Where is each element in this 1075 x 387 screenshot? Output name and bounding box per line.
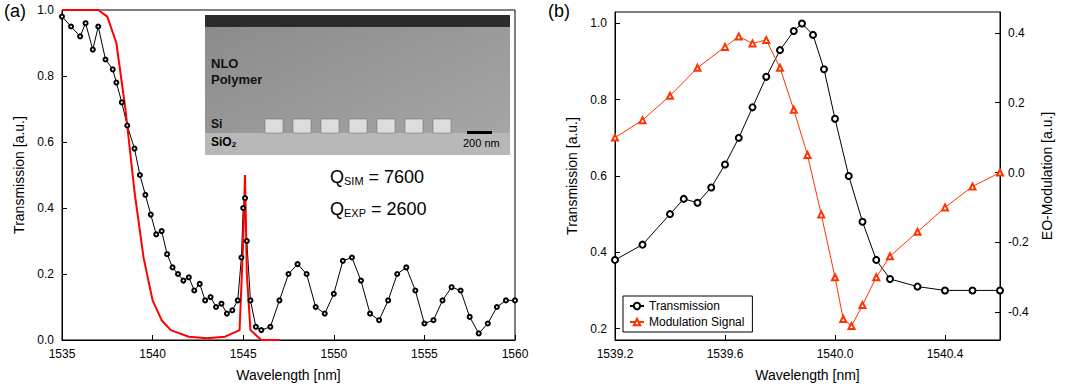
svg-text:0.0: 0.0 bbox=[37, 333, 54, 347]
svg-text:200 nm: 200 nm bbox=[463, 137, 500, 149]
svg-text:0.8: 0.8 bbox=[590, 93, 607, 107]
svg-text:Polymer: Polymer bbox=[211, 72, 262, 87]
svg-text:(a): (a) bbox=[4, 1, 26, 21]
svg-text:SiO: SiO bbox=[211, 135, 232, 149]
svg-text:0.4: 0.4 bbox=[37, 201, 54, 215]
svg-text:1560: 1560 bbox=[502, 347, 529, 361]
svg-text:1539.2: 1539.2 bbox=[597, 347, 634, 361]
svg-text:Transmission: Transmission bbox=[649, 299, 720, 313]
svg-text:= 2600: = 2600 bbox=[366, 199, 427, 219]
svg-text:1555: 1555 bbox=[411, 347, 438, 361]
svg-text:0.4: 0.4 bbox=[1008, 26, 1025, 40]
svg-text:= 7600: = 7600 bbox=[364, 167, 425, 187]
svg-text:1550: 1550 bbox=[320, 347, 347, 361]
svg-text:Transmission [a.u.]: Transmission [a.u.] bbox=[564, 117, 580, 235]
svg-text:0.6: 0.6 bbox=[37, 135, 54, 149]
svg-text:Modulation Signal: Modulation Signal bbox=[649, 315, 744, 329]
svg-text:0.6: 0.6 bbox=[590, 169, 607, 183]
svg-text:Si: Si bbox=[211, 117, 222, 131]
svg-text:1539.6: 1539.6 bbox=[707, 347, 744, 361]
svg-text:-0.4: -0.4 bbox=[1008, 305, 1029, 319]
svg-text:0.4: 0.4 bbox=[590, 245, 607, 259]
svg-text:1545: 1545 bbox=[230, 347, 257, 361]
svg-text:1540.4: 1540.4 bbox=[927, 347, 964, 361]
svg-text:2: 2 bbox=[232, 140, 237, 149]
svg-text:EXP: EXP bbox=[344, 207, 366, 219]
svg-text:Wavelength [nm]: Wavelength [nm] bbox=[755, 367, 860, 383]
svg-text:Q: Q bbox=[330, 199, 344, 219]
svg-text:0.8: 0.8 bbox=[37, 69, 54, 83]
svg-text:NLO: NLO bbox=[211, 56, 238, 71]
svg-text:Wavelength [nm]: Wavelength [nm] bbox=[236, 367, 341, 383]
svg-text:1540.0: 1540.0 bbox=[817, 347, 854, 361]
svg-text:SIM: SIM bbox=[344, 175, 364, 187]
svg-text:1535: 1535 bbox=[49, 347, 76, 361]
svg-text:EO-Modulation [a.u.]: EO-Modulation [a.u.] bbox=[1039, 112, 1055, 240]
svg-text:(b): (b) bbox=[548, 1, 570, 21]
svg-text:1540: 1540 bbox=[139, 347, 166, 361]
svg-text:0.0: 0.0 bbox=[1008, 166, 1025, 180]
svg-text:0.2: 0.2 bbox=[37, 267, 54, 281]
svg-text:1.0: 1.0 bbox=[590, 16, 607, 30]
svg-text:Q: Q bbox=[330, 167, 344, 187]
svg-text:Transmission [a.u.]: Transmission [a.u.] bbox=[11, 116, 27, 234]
svg-text:-0.2: -0.2 bbox=[1008, 235, 1029, 249]
svg-text:1.0: 1.0 bbox=[37, 3, 54, 17]
svg-text:0.2: 0.2 bbox=[590, 322, 607, 336]
svg-text:0.2: 0.2 bbox=[1008, 96, 1025, 110]
